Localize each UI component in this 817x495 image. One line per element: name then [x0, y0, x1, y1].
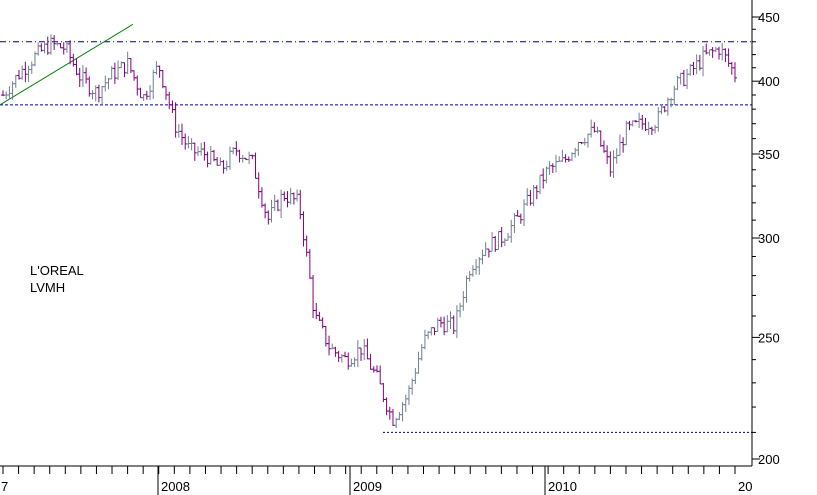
axes: 200 250 300 350 400 450 7 2008 2009 2010 20: [0, 0, 780, 495]
legend-item-lvmh: LVMH: [30, 280, 65, 295]
y-tick-label: 200: [758, 452, 780, 467]
x-tick-label: 2008: [161, 479, 190, 494]
x-tick-label: 20: [738, 479, 752, 494]
price-bars: [1, 34, 737, 429]
x-tick-label: 2010: [548, 479, 577, 494]
ohlc-bar: [733, 62, 737, 83]
y-tick-label: 300: [758, 231, 780, 246]
reference-lines: [0, 23, 752, 433]
trendline: [0, 23, 134, 106]
y-tick-label: 450: [758, 10, 780, 25]
y-tick-label: 400: [758, 74, 780, 89]
x-tick-label: 2009: [353, 479, 382, 494]
x-tick-label: 7: [1, 479, 8, 494]
y-tick-label: 250: [758, 330, 780, 345]
legend-item-loreal: L'OREAL: [30, 263, 84, 278]
y-tick-label: 350: [758, 147, 780, 162]
